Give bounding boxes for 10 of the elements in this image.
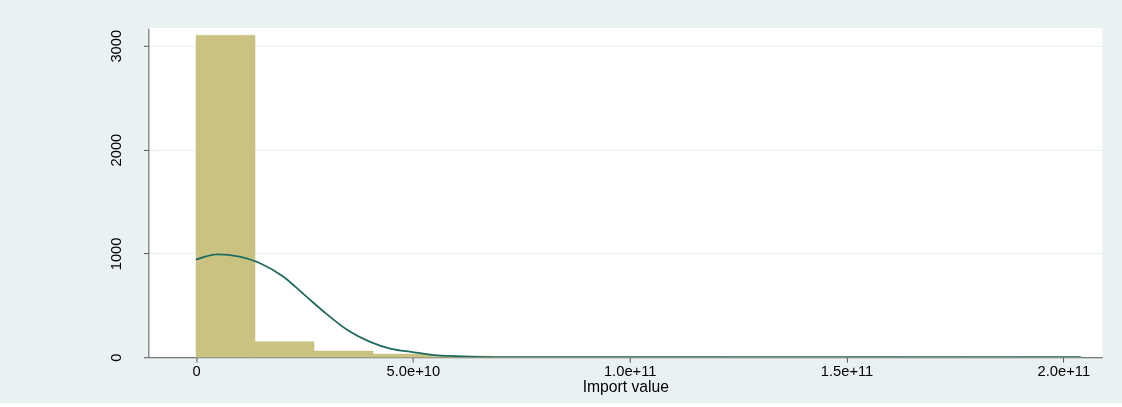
- x-tick-label: 2.0e+11: [1037, 363, 1091, 380]
- x-axis-title: Import value: [582, 378, 670, 396]
- y-tick-label: 2000: [108, 133, 125, 167]
- x-tick-label: 1.0e+11: [603, 363, 657, 380]
- x-tick-label: 1.5e+11: [820, 363, 874, 380]
- y-tick-label: 0: [108, 353, 125, 362]
- x-tick-label: 0: [192, 363, 201, 380]
- x-tick-label: 5.0e+10: [386, 363, 441, 380]
- y-tick-label: 3000: [108, 29, 125, 63]
- y-tick-label: 1000: [108, 237, 125, 271]
